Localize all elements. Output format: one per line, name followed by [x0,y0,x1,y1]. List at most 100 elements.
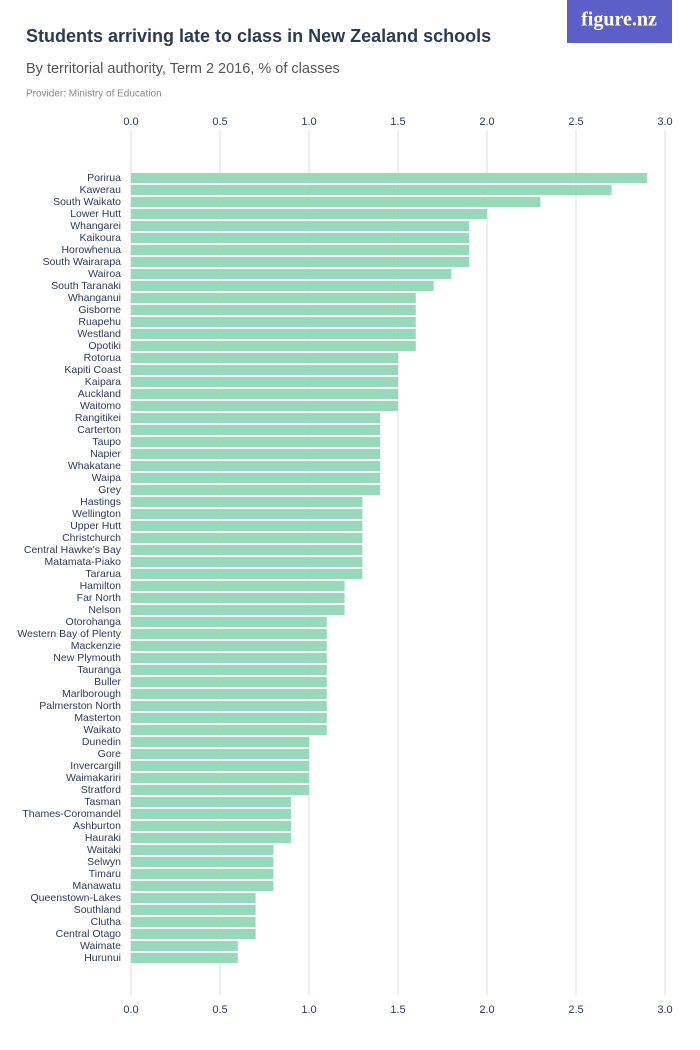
y-tick-label: Clutha [91,916,122,928]
bar [131,917,256,927]
y-tick-label: Kapiti Coast [64,364,121,376]
x-tick-label: 0.5 [212,1004,227,1016]
bar [131,197,541,207]
x-tick-label: 3.0 [657,116,672,128]
bar [131,521,363,531]
y-tick-label: Western Bay of Plenty [17,628,121,640]
y-tick-label: Porirua [87,172,121,184]
y-tick-label: Whanganui [68,292,121,304]
logo: figure.nz [581,9,657,31]
y-tick-label: South Wairarapa [43,256,122,268]
bar [131,929,256,939]
y-tick-label: Invercargill [70,760,121,772]
y-tick-label: Waipa [92,472,122,484]
bar [131,269,452,279]
y-tick-label: Ashburton [73,820,121,832]
x-tick-label: 1.5 [390,1004,405,1016]
bar [131,905,256,915]
bar [131,209,487,219]
y-tick-label: Christchurch [62,532,121,544]
y-tick-label: Upper Hutt [70,520,121,532]
bar [131,881,274,891]
chart-subtitle: By territorial authority, Term 2 2016, %… [26,61,340,77]
bar [131,665,327,675]
bar [131,401,398,411]
x-tick-label: 2.0 [479,1004,494,1016]
bar [131,941,238,951]
bar [131,173,648,183]
x-tick-label: 3.0 [657,1004,672,1016]
source: Provider: Ministry of Education [26,89,162,100]
x-tick-label: 0.5 [212,116,227,128]
bar [131,809,292,819]
y-tick-label: Thames-Coromandel [22,808,121,820]
y-tick-label: Hauraki [85,832,121,844]
y-tick-label: Marlborough [62,688,121,700]
y-tick-label: Selwyn [87,856,121,868]
bar [131,389,398,399]
y-tick-label: Hastings [80,496,121,508]
bar [131,497,363,507]
bar [131,629,327,639]
bar [131,677,327,687]
x-tick-label: 1.0 [301,1004,316,1016]
x-tick-label: 0.0 [123,1004,138,1016]
y-tick-label: Hurunui [84,952,121,964]
bar [131,593,345,603]
bar [131,185,612,195]
y-tick-label: Hamilton [80,580,122,592]
bar [131,245,470,255]
y-tick-label: Wellington [72,508,121,520]
y-tick-label: Tasman [84,796,121,808]
y-tick-label: Carterton [77,424,121,436]
x-tick-label: 1.0 [301,116,316,128]
y-tick-label: Stratford [81,784,121,796]
bar [131,317,416,327]
bar [131,329,416,339]
y-tick-label: Grey [98,484,122,496]
chart-title: Students arriving late to class in New Z… [26,26,491,46]
bar [131,857,274,867]
bar [131,845,274,855]
y-tick-label: Lower Hutt [70,208,121,220]
y-tick-label: Waikato [83,724,121,736]
y-tick-label: South Waikato [53,196,121,208]
bar [131,689,327,699]
bar [131,461,381,471]
y-tick-label: Dunedin [82,736,121,748]
y-tick-label: Nelson [88,604,121,616]
bar [131,557,363,567]
y-tick-label: Southland [74,904,121,916]
x-tick-label: 0.0 [123,116,138,128]
y-tick-label: Manawatu [73,880,122,892]
bar [131,713,327,723]
y-tick-label: Mackenzie [71,640,121,652]
y-tick-label: Kawerau [80,184,122,196]
y-tick-label: Tararua [85,568,121,580]
y-tick-label: Central Otago [56,928,122,940]
bar [131,425,381,435]
y-tick-label: Otorohanga [66,616,122,628]
bar [131,533,363,543]
bar [131,509,363,519]
y-tick-label: Waimate [80,940,121,952]
bar [131,617,327,627]
y-tick-label: Gisborne [78,304,121,316]
y-tick-label: Kaikoura [80,232,122,244]
y-tick-label: Westland [77,328,121,340]
bar [131,257,470,267]
bar [131,545,363,555]
y-tick-label: Waitaki [87,844,121,856]
y-tick-label: Waitomo [80,400,121,412]
y-tick-label: Whangarei [70,220,121,232]
y-tick-label: Opotiki [88,340,121,352]
bar [131,569,363,579]
bar [131,221,470,231]
bar [131,413,381,423]
y-tick-label: South Taranaki [51,280,121,292]
bar [131,701,327,711]
bar [131,377,398,387]
bar [131,293,416,303]
bar [131,653,327,663]
y-tick-label: Palmerston North [39,700,121,712]
